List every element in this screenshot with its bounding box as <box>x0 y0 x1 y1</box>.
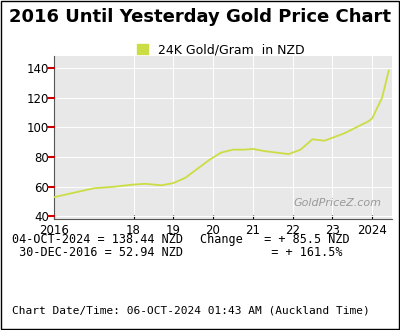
Text: Chart Date/Time: 06-OCT-2024 01:43 AM (Auckland Time): Chart Date/Time: 06-OCT-2024 01:43 AM (A… <box>12 305 370 315</box>
Text: 04-OCT-2024 = 138.44 NZD: 04-OCT-2024 = 138.44 NZD <box>12 233 183 246</box>
Text: GoldPriceZ.com: GoldPriceZ.com <box>294 198 382 208</box>
Text: Change   = + 85.5 NZD: Change = + 85.5 NZD <box>200 233 350 246</box>
Legend: 24K Gold/Gram  in NZD: 24K Gold/Gram in NZD <box>135 41 308 59</box>
Text: 2016 Until Yesterday Gold Price Chart: 2016 Until Yesterday Gold Price Chart <box>9 8 391 26</box>
Text: = + 161.5%: = + 161.5% <box>200 246 342 259</box>
Text: 30-DEC-2016 = 52.94 NZD: 30-DEC-2016 = 52.94 NZD <box>12 246 183 259</box>
